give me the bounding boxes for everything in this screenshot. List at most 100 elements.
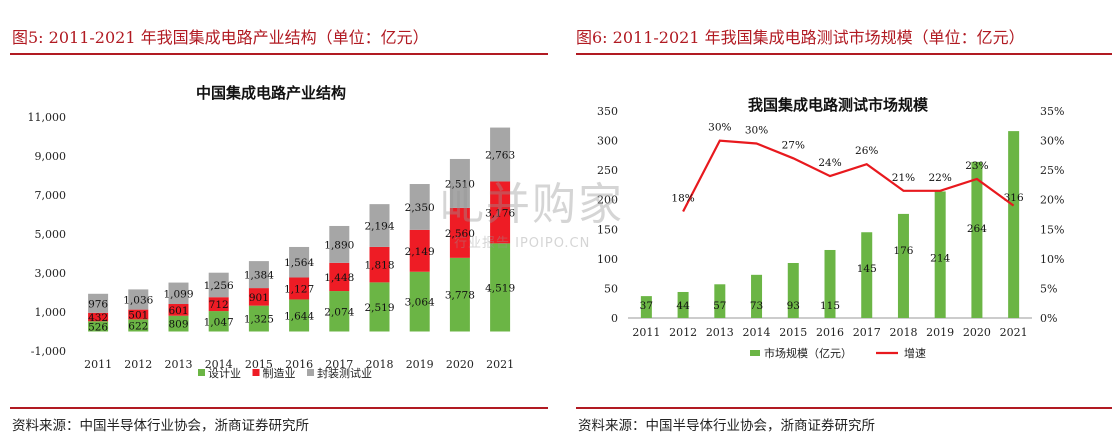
growth-line (682, 139, 1015, 213)
y-tick-label: 11,000 (28, 111, 67, 124)
bar-segment (168, 282, 189, 305)
right-chart-title: 我国集成电路测试市场规模 (748, 96, 929, 114)
y-tick-label: 7,000 (35, 189, 67, 202)
legend-label: 制造业 (263, 366, 296, 380)
bar-segment (208, 297, 229, 312)
bar-segment (248, 288, 269, 306)
y-right-tick-label: 20% (1040, 194, 1064, 207)
y-left-tick-label: 300 (597, 135, 618, 148)
right-top-rule (576, 53, 1112, 55)
data-label: 526 (88, 321, 108, 333)
right-combo-chart: 350 300 250 200 150 100 50 0 35% 30% 25% 20% 15% 10% 5… (597, 105, 1064, 360)
x-tick-label: 2016 (816, 326, 844, 339)
legend-label: 设计业 (208, 367, 241, 380)
x-tick-label: 2016 (285, 358, 313, 371)
bar-segment (329, 225, 350, 263)
bar-segment (409, 271, 430, 332)
legend-label-line: 增速 (904, 346, 926, 360)
data-label: 1,384 (244, 270, 274, 282)
x-tick-label: 2013 (165, 358, 193, 371)
data-label: 3,064 (405, 297, 435, 309)
data-label: 1,127 (284, 283, 314, 295)
data-label: 3,176 (485, 207, 515, 219)
line-data-label: 27% (782, 139, 805, 151)
x-tick-label: 2014 (205, 358, 233, 371)
y-tick-label: 9,000 (35, 150, 67, 163)
bar-segment (449, 158, 470, 208)
bar (897, 213, 909, 318)
bar (971, 161, 983, 318)
bar-segment (369, 246, 390, 283)
x-tick-label: 2021 (486, 358, 514, 371)
bar-data-label: 37 (640, 300, 653, 312)
left-top-rule (10, 53, 548, 55)
bar (677, 291, 689, 318)
bar-segment (369, 204, 390, 247)
data-label: 1,256 (204, 280, 234, 292)
data-label: 622 (128, 320, 148, 332)
line-data-label: 30% (745, 125, 768, 137)
x-tick-label: 2011 (632, 326, 660, 339)
line-data-label: 26% (855, 145, 878, 157)
y-right-tick-label: 15% (1040, 223, 1064, 236)
bar-segment (490, 181, 511, 244)
x-tick-label: 2021 (1000, 326, 1028, 339)
x-tick-label: 2017 (853, 326, 881, 339)
left-bottom-rule (10, 407, 548, 409)
y-tick-label: 1,000 (35, 306, 67, 319)
bar-data-label: 176 (893, 245, 913, 257)
y-left-tick-label: 0 (611, 312, 618, 325)
line-data-label: 21% (892, 172, 915, 184)
bar-segment (128, 319, 149, 332)
bar-data-label: 73 (750, 300, 763, 312)
x-tick-label: 2017 (325, 358, 353, 371)
y-tick-label: 3,000 (35, 267, 67, 280)
legend-swatch-bar (750, 350, 760, 356)
legend-swatch (198, 369, 205, 376)
y-right-tick-label: 5% (1040, 282, 1057, 295)
line-data-label: 23% (965, 160, 988, 172)
bar-segment (128, 289, 149, 310)
data-label: 501 (128, 309, 148, 321)
x-tick-label: 2018 (366, 358, 394, 371)
bar-data-label: 44 (676, 300, 690, 312)
bar-segment (329, 262, 350, 292)
data-label: 2,763 (485, 150, 515, 162)
bar-segment (289, 246, 310, 278)
bar-data-label: 316 (1004, 192, 1024, 204)
bar (861, 232, 873, 318)
x-tick-label: 2013 (706, 326, 734, 339)
bar (640, 296, 652, 318)
y-left-tick-label: 250 (597, 164, 618, 177)
bar (751, 274, 763, 318)
bar-data-label: 57 (713, 300, 726, 312)
data-label: 901 (249, 292, 269, 304)
bar-segment (490, 127, 511, 182)
bar-segment (248, 305, 269, 332)
data-label: 1,099 (163, 288, 193, 300)
data-label: 1,564 (284, 257, 314, 269)
y-left-tick-label: 50 (604, 282, 618, 295)
left-source: 资料来源：中国半导体行业协会，浙商证券研究所 (12, 418, 309, 434)
data-label: 601 (168, 305, 188, 317)
bar-segment (88, 293, 109, 313)
data-label: 1,818 (364, 260, 394, 272)
x-tick-label: 2015 (779, 326, 807, 339)
left-panel: 图5: 2011-2021 年我国集成电路产业结构（单位：亿元） 中国集成电路产… (10, 28, 548, 434)
right-bottom-rule (576, 407, 1112, 409)
bar-segment (168, 315, 189, 332)
bar (934, 191, 946, 318)
data-label: 2,560 (445, 228, 475, 240)
y-left-tick-label: 150 (597, 223, 618, 236)
y-left-tick-label: 350 (597, 105, 618, 118)
x-tick-label: 2020 (446, 358, 474, 371)
bar-data-label: 214 (930, 252, 950, 264)
y-right-tick-label: 30% (1040, 135, 1064, 148)
bar-segment (449, 257, 470, 332)
data-label: 432 (88, 312, 108, 324)
bar-segment (88, 312, 109, 322)
left-chart-title: 中国集成电路产业结构 (196, 84, 347, 102)
line-data-label: 18% (671, 193, 694, 205)
y-left-tick-label: 200 (597, 194, 618, 207)
y-tick-label: 5,000 (35, 228, 67, 241)
